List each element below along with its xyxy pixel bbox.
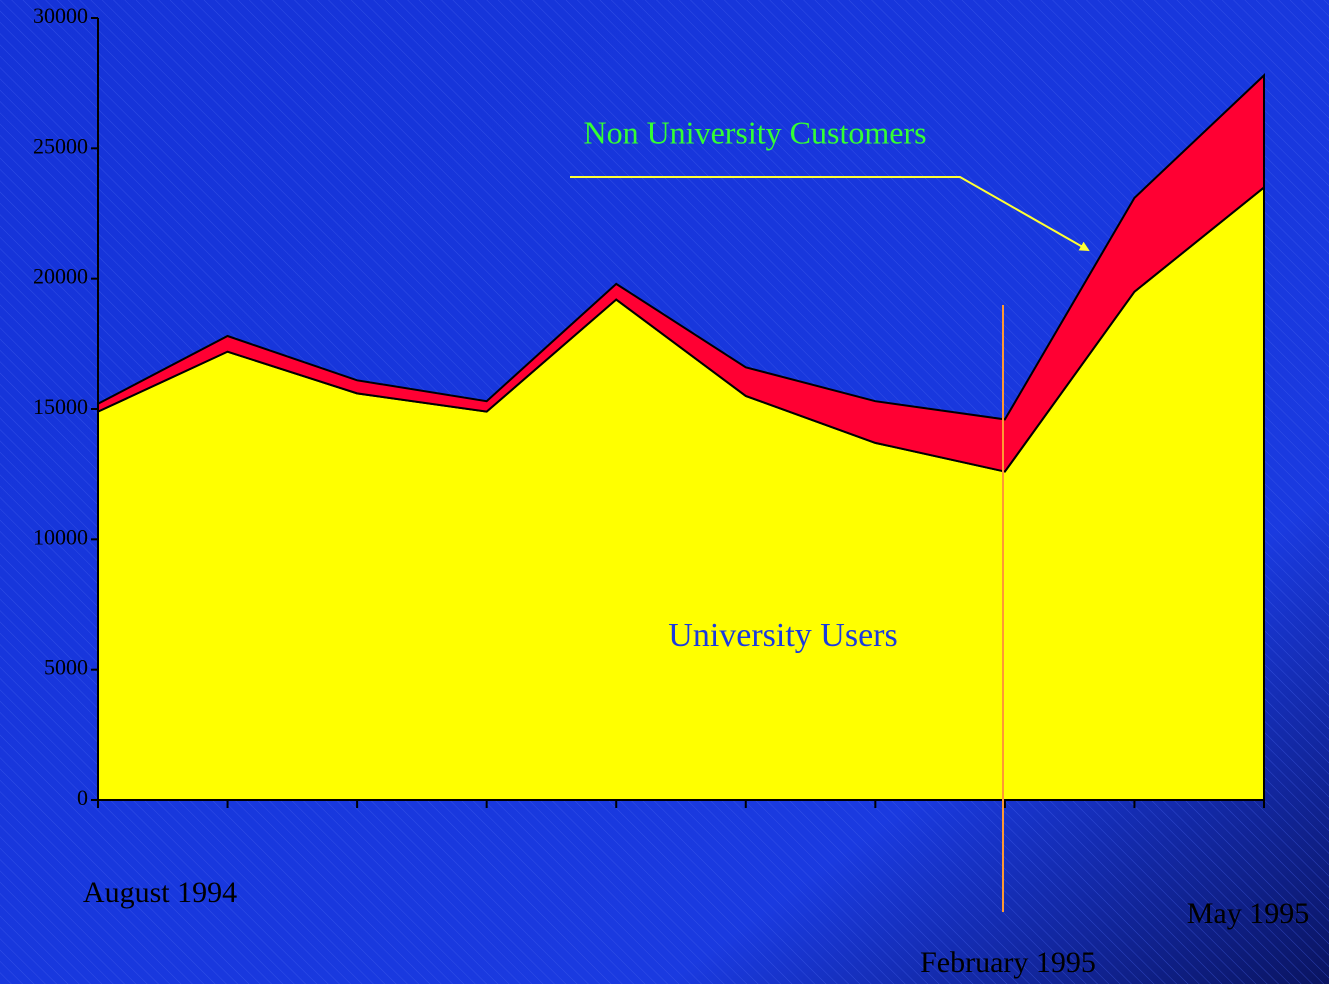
series-label: Non University Customers bbox=[583, 114, 926, 150]
annotation-arrow bbox=[570, 176, 1090, 251]
series-label: University Users bbox=[668, 617, 897, 654]
x-tick-label: August 1994 bbox=[83, 876, 237, 909]
y-tick-label: 5000 bbox=[44, 655, 88, 680]
y-tick-label: 30000 bbox=[33, 3, 88, 28]
x-tick-label: May 1995 bbox=[1187, 897, 1310, 930]
y-tick-label: 10000 bbox=[33, 524, 88, 549]
y-tick-label: 0 bbox=[77, 785, 88, 810]
y-tick-label: 25000 bbox=[33, 133, 88, 158]
y-tick-label: 20000 bbox=[33, 264, 88, 289]
area bbox=[97, 73, 1265, 473]
y-tick-label: 15000 bbox=[33, 394, 88, 419]
x-tick-label: February 1995 bbox=[920, 946, 1096, 979]
